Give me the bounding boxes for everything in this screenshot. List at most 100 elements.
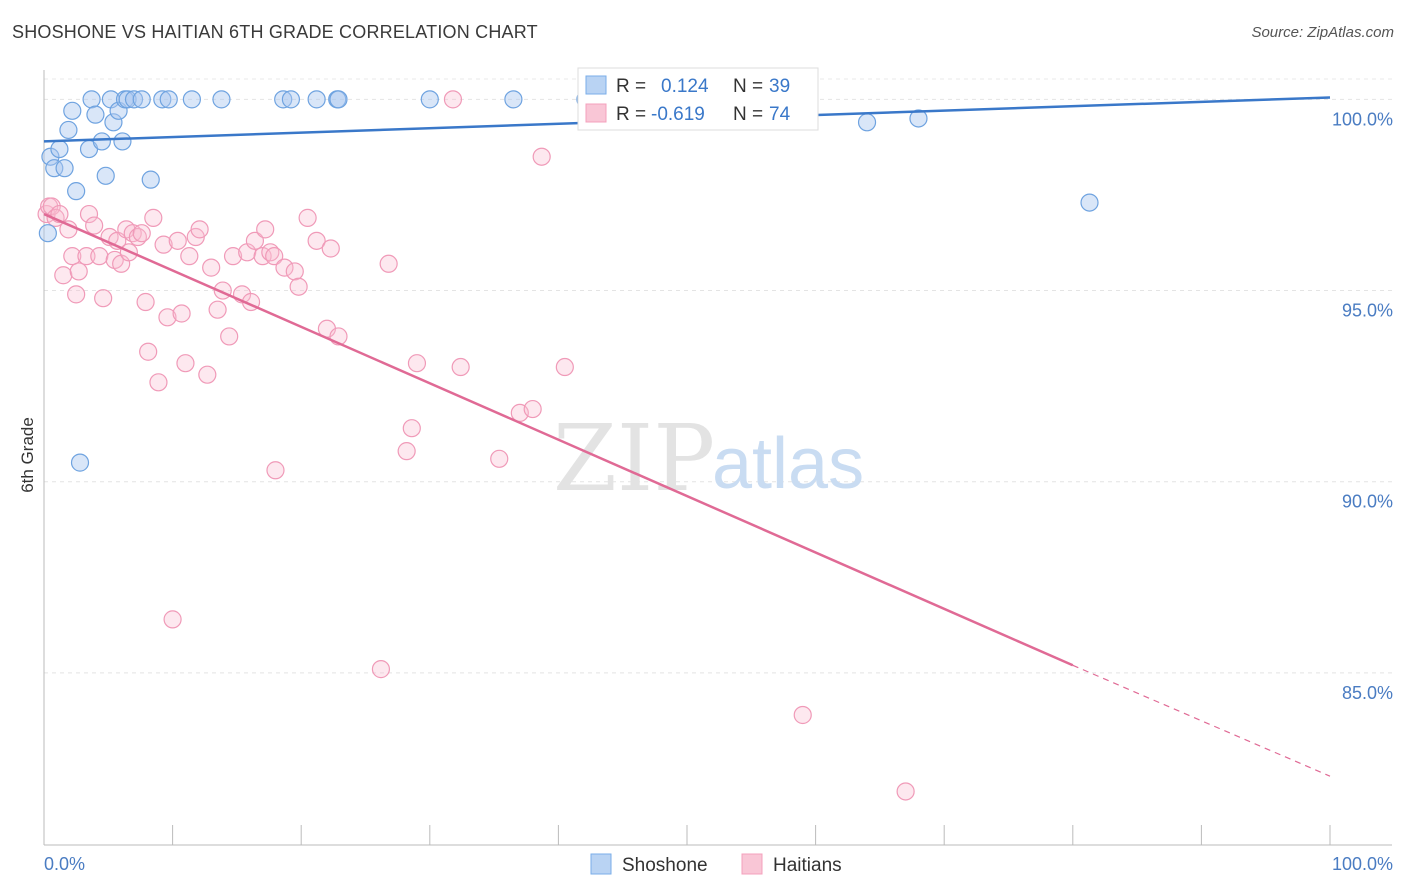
shoshone-point-21 — [132, 90, 151, 109]
y-axis-label: 6th Grade — [18, 417, 37, 493]
y-tick-labels: 100.0% 95.0% 90.0% 85.0% — [1332, 109, 1393, 703]
haitians-point-50 — [265, 247, 284, 266]
haitians-trend-extension — [1072, 664, 1331, 777]
shoshone-point-0 — [38, 224, 57, 243]
shoshone-point-4 — [55, 159, 74, 178]
y-tick-label-1: 95.0% — [1342, 301, 1393, 321]
haitians-point-25 — [139, 342, 158, 361]
shoshone-point-31 — [329, 90, 348, 109]
haitians-point-12 — [85, 216, 104, 235]
haitians-point-55 — [307, 231, 326, 250]
shoshone-point-15 — [104, 113, 123, 132]
shoshone-point-37 — [909, 109, 928, 128]
haitians-point-2 — [42, 197, 61, 216]
haitians-point-70 — [555, 357, 574, 377]
top-legend: R = 0.124 N = 39 R = -0.619 N = 74 — [577, 67, 819, 131]
haitians-point-27 — [149, 373, 168, 392]
shoshone-point-25 — [182, 90, 201, 109]
shoshone-point-5 — [59, 120, 78, 140]
bottom-legend-swatch-shoshone — [590, 853, 612, 875]
haitians-point-68 — [523, 399, 542, 419]
haitians-point-63 — [407, 354, 427, 373]
source-credit: Source: ZipAtlas.com — [1251, 24, 1394, 41]
haitians-point-54 — [298, 208, 317, 227]
shoshone-point-17 — [113, 132, 132, 151]
watermark-zip: ZIP — [553, 405, 715, 512]
haitians-point-48 — [256, 220, 275, 239]
legend-swatch-shoshone — [585, 75, 607, 95]
legend-n-value-shoshone: 39 — [769, 76, 790, 97]
shoshone-point-19 — [118, 90, 137, 109]
bottom-legend: Shoshone Haitians — [590, 853, 842, 876]
legend-r-value-haitians: -0.619 — [651, 104, 705, 125]
haitians-point-65 — [451, 357, 470, 377]
haitians-point-37 — [198, 365, 217, 384]
haitians-point-62 — [402, 419, 421, 438]
shoshone-point-23 — [153, 90, 172, 109]
haitians-point-11 — [79, 204, 99, 224]
haitians-point-42 — [223, 247, 243, 266]
shoshone-point-38 — [1080, 193, 1099, 212]
legend-n-label-shoshone: N = — [733, 76, 763, 97]
y-tick-label-3: 85.0% — [1342, 683, 1393, 703]
haitians-point-8 — [67, 285, 86, 304]
haitians-point-60 — [379, 254, 398, 273]
shoshone-point-26 — [212, 90, 231, 109]
watermark: ZIP atlas — [553, 405, 864, 512]
grid-lines — [44, 78, 1392, 674]
haitians-point-14 — [94, 289, 113, 308]
haitians-point-26 — [144, 208, 163, 227]
haitians-point-51 — [275, 258, 294, 277]
haitians-point-69 — [532, 147, 551, 166]
shoshone-point-12 — [92, 132, 111, 151]
haitians-point-39 — [208, 300, 227, 319]
shoshone-point-6 — [63, 101, 82, 120]
haitians-point-38 — [202, 258, 221, 277]
haitians-point-9 — [69, 262, 88, 281]
shoshone-point-13 — [96, 166, 115, 185]
haitians-point-72 — [896, 782, 915, 801]
haitians-point-29 — [158, 308, 177, 327]
bottom-legend-label-shoshone: Shoshone — [622, 855, 708, 876]
shoshone-point-8 — [70, 453, 90, 472]
haitians-point-41 — [220, 327, 239, 346]
shoshone-point-29 — [307, 90, 326, 109]
haitians-point-52 — [285, 262, 304, 281]
haitians-point-33 — [176, 354, 195, 373]
shoshone-point-36 — [857, 113, 877, 132]
haitians-point-59 — [371, 660, 391, 679]
bottom-legend-swatch-haitians — [741, 853, 763, 875]
legend-r-value-shoshone: 0.124 — [661, 76, 709, 97]
legend-n-label-haitians: N = — [733, 104, 763, 125]
haitians-point-66 — [490, 449, 509, 468]
x-tick-min: 0.0% — [44, 854, 85, 874]
y-tick-label-0: 100.0% — [1332, 109, 1393, 129]
watermark-atlas: atlas — [712, 424, 864, 504]
haitians-point-7 — [63, 247, 82, 266]
haitians-point-32 — [172, 304, 191, 323]
legend-swatch-haitians — [585, 103, 607, 123]
legend-r-label-shoshone: R = — [616, 76, 646, 97]
haitians-point-53 — [289, 277, 308, 296]
haitians-point-28 — [154, 235, 173, 254]
haitians-trend-line — [43, 212, 1074, 667]
haitians-point-24 — [136, 292, 155, 312]
haitians-point-10 — [77, 247, 96, 266]
shoshone-point-27 — [274, 90, 293, 109]
haitians-point-71 — [793, 705, 812, 725]
shoshone-point-2 — [45, 159, 64, 178]
haitians-point-73 — [266, 461, 285, 480]
y-tick-label-2: 90.0% — [1342, 492, 1393, 512]
shoshone-point-28 — [281, 90, 301, 109]
haitians-point-5 — [54, 266, 73, 285]
shoshone-point-10 — [82, 90, 101, 109]
legend-box — [577, 67, 819, 131]
shoshone-point-33 — [504, 90, 523, 109]
haitians-point-31 — [168, 231, 187, 250]
shoshone-point-24 — [159, 90, 178, 109]
x-tick-max: 100.0% — [1332, 854, 1393, 874]
haitians-point-61 — [397, 442, 416, 461]
legend-r-label-haitians: R = — [616, 104, 646, 125]
shoshone-point-20 — [124, 90, 144, 109]
haitians-point-36 — [190, 220, 209, 239]
